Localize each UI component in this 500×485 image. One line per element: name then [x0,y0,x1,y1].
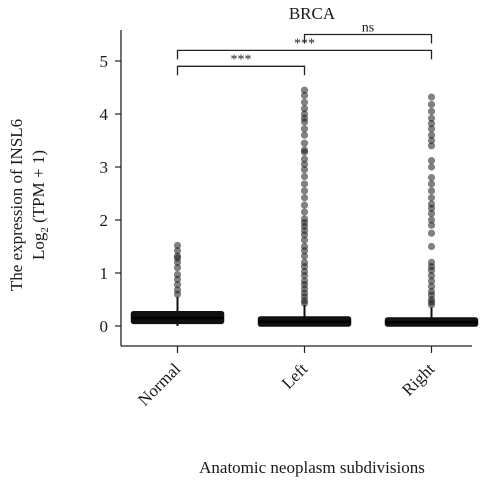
outlier-point [427,107,436,115]
outlier-point [300,258,309,266]
outlier-point [300,86,309,94]
y-tick-label: 3 [100,158,109,177]
y-axis-label: The expression of INSL6 Log2 (TPM + 1) [7,119,51,291]
significance-label: *** [294,36,315,51]
outlier-point [300,180,309,188]
outlier-point [173,281,182,289]
box-left [257,86,352,327]
outlier-point [427,229,436,237]
significance-bracket: ns [303,21,433,44]
outlier-point [300,236,309,244]
bracket-line [176,65,306,76]
outlier-point [427,93,436,101]
outlier-point [427,272,436,280]
outlier-point [427,174,436,182]
outlier-point [300,172,309,181]
x-tick-label: Normal [134,359,184,409]
outlier-point [427,114,436,122]
outlier-point [427,216,436,224]
outlier-point [173,270,182,279]
outlier-point [300,146,309,154]
outlier-point [427,287,436,296]
plot-area: 0 1 2 3 4 5 Normal Left Right *** *** ns [100,21,479,410]
outlier-point [300,105,309,113]
y-tick-label: 4 [100,105,109,124]
y-tick-label: 5 [100,52,109,71]
outlier-point [427,180,436,188]
outlier-point [300,166,309,174]
box-right [384,93,479,327]
outlier-point [300,160,309,168]
chart-title: BRCA [289,4,336,23]
x-axis-label: Anatomic neoplasm subdivisions [199,458,425,477]
outlier-point [427,242,436,251]
outlier-point [173,264,182,272]
outlier-point [173,241,182,250]
outlier-point [427,194,436,202]
outlier-point [427,277,436,285]
y-axis-label-line1: The expression of INSL6 [7,119,26,291]
outlier-point [300,98,309,106]
outlier-point [427,142,436,150]
outlier-point [173,252,182,260]
outlier-point [300,208,309,216]
outlier-point [427,187,436,195]
outlier-point [300,91,309,100]
outlier-point [173,247,182,255]
outlier-point [427,163,436,171]
outlier-point [427,221,436,229]
bracket-line [176,49,433,60]
outlier-point [427,210,436,218]
outlier-point [173,286,182,294]
significance-label: ns [362,21,374,36]
significance-bracket: *** [176,52,306,76]
outlier-point [427,258,436,266]
outlier-point [300,215,309,223]
outlier-point [300,110,309,118]
box-normal [130,241,225,326]
y-tick-label: 0 [100,317,109,336]
significance-bracket: *** [176,36,433,60]
outlier-point [427,200,436,208]
outlier-point [427,282,436,290]
x-tick-label: Left [278,359,312,393]
y-tick-label: 2 [100,211,109,230]
y-axis-label-line2: Log2 (TPM + 1) [29,150,51,260]
outlier-point [300,201,309,209]
outlier-point [300,125,309,133]
bracket-line [303,33,433,44]
outlier-point [427,157,436,165]
outlier-point [427,119,436,128]
outlier-point [427,125,436,133]
outlier-point [300,131,309,139]
outlier-point [300,187,309,195]
outlier-point [427,100,436,109]
outlier-point [427,136,436,145]
y-tick-label: 1 [100,264,109,283]
outlier-point [300,277,309,285]
outlier-point [427,131,436,139]
outlier-point [300,155,309,163]
x-tick-label: Right [398,359,438,399]
significance-label: *** [231,52,252,67]
outlier-point [300,194,309,202]
outlier-point [300,252,309,260]
outlier-point [300,242,309,251]
outlier-point [300,139,309,147]
